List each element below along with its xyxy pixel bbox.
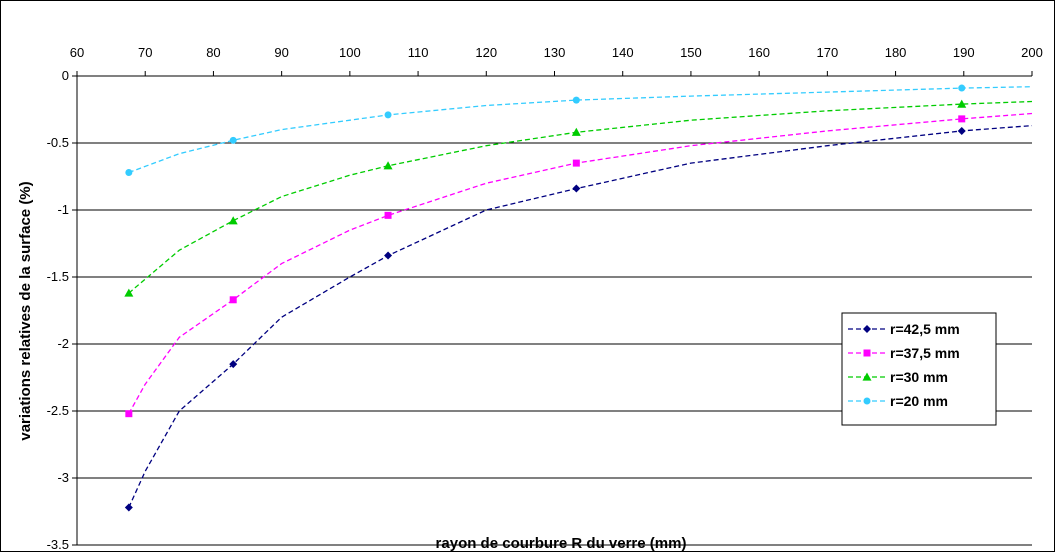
- x-tick-label-7: 130: [544, 45, 566, 60]
- x-tick-label-5: 110: [408, 45, 429, 60]
- series-2-point-2: [383, 161, 393, 170]
- y-tick-label-1: -0.5: [47, 135, 69, 150]
- x-tick-label-2: 80: [206, 45, 220, 60]
- series-layer: [124, 84, 1033, 512]
- series-3-point-0: [125, 168, 133, 176]
- y-axis-title: variations relatives de la surface (%): [17, 181, 34, 440]
- x-tick-label-12: 180: [885, 45, 907, 60]
- y-tick-label-4: -2: [57, 336, 69, 351]
- series-line-1: [128, 112, 1033, 415]
- legend-label-1: r=37,5 mm: [890, 345, 960, 361]
- series-1-point-2: [384, 211, 392, 219]
- series-0-point-0: [124, 503, 133, 512]
- y-tick-label-3: -1.5: [47, 269, 69, 284]
- legend-marker-2: [862, 372, 872, 381]
- series-2-point-3: [571, 127, 581, 136]
- series-3-point-4: [958, 84, 966, 92]
- x-tick-label-13: 190: [953, 45, 975, 60]
- series-1-point-4: [958, 115, 966, 123]
- legend-layer: r=42,5 mm r=37,5 mm r=30 mm r=20 mm: [841, 312, 997, 426]
- series-2-point-4: [957, 99, 967, 108]
- x-axis-title: rayon de courbure R du verre (mm): [436, 535, 687, 552]
- y-tick-label-0: 0: [62, 68, 69, 83]
- series-2-point-1: [228, 216, 238, 225]
- series-1-point-3: [572, 159, 580, 167]
- series-1-point-1: [229, 296, 237, 304]
- legend-marker-0: [863, 325, 871, 333]
- series-0-point-1: [229, 360, 238, 369]
- x-tick-label-6: 120: [475, 45, 497, 60]
- x-tick-label-14: 200: [1021, 45, 1043, 60]
- series-3-point-2: [384, 111, 392, 119]
- series-3-point-3: [572, 96, 580, 104]
- legend-marker-1: [863, 349, 871, 357]
- legend-label-2: r=30 mm: [890, 369, 948, 385]
- y-tick-label-2: -1: [57, 202, 69, 217]
- y-tick-label-7: -3.5: [47, 537, 69, 552]
- legend-label-0: r=42,5 mm: [890, 321, 960, 337]
- grid-layer: [77, 75, 1032, 546]
- x-tick-label-1: 70: [138, 45, 152, 60]
- series-0-point-3: [572, 184, 581, 193]
- x-tick-label-3: 90: [274, 45, 288, 60]
- x-tick-label-9: 150: [680, 45, 702, 60]
- series-2-point-0: [124, 288, 134, 297]
- legend-marker-3: [863, 397, 871, 405]
- x-tick-label-0: 60: [70, 45, 84, 60]
- series-3-point-1: [229, 136, 237, 144]
- series-0-point-4: [957, 126, 966, 135]
- series-0-point-2: [384, 251, 393, 260]
- axis-layer: 60 70 80 90 100 110 120 130 140 150 160 170 180 190 20…: [47, 45, 1043, 552]
- y-tick-label-6: -3: [57, 470, 69, 485]
- x-tick-label-10: 160: [748, 45, 770, 60]
- series-line-3: [128, 86, 1033, 174]
- legend-label-3: r=20 mm: [890, 393, 948, 409]
- x-tick-label-8: 140: [612, 45, 634, 60]
- x-tick-label-11: 170: [817, 45, 839, 60]
- y-tick-label-5: -2.5: [47, 403, 69, 418]
- x-tick-label-4: 100: [339, 45, 361, 60]
- series-1-point-0: [125, 410, 133, 418]
